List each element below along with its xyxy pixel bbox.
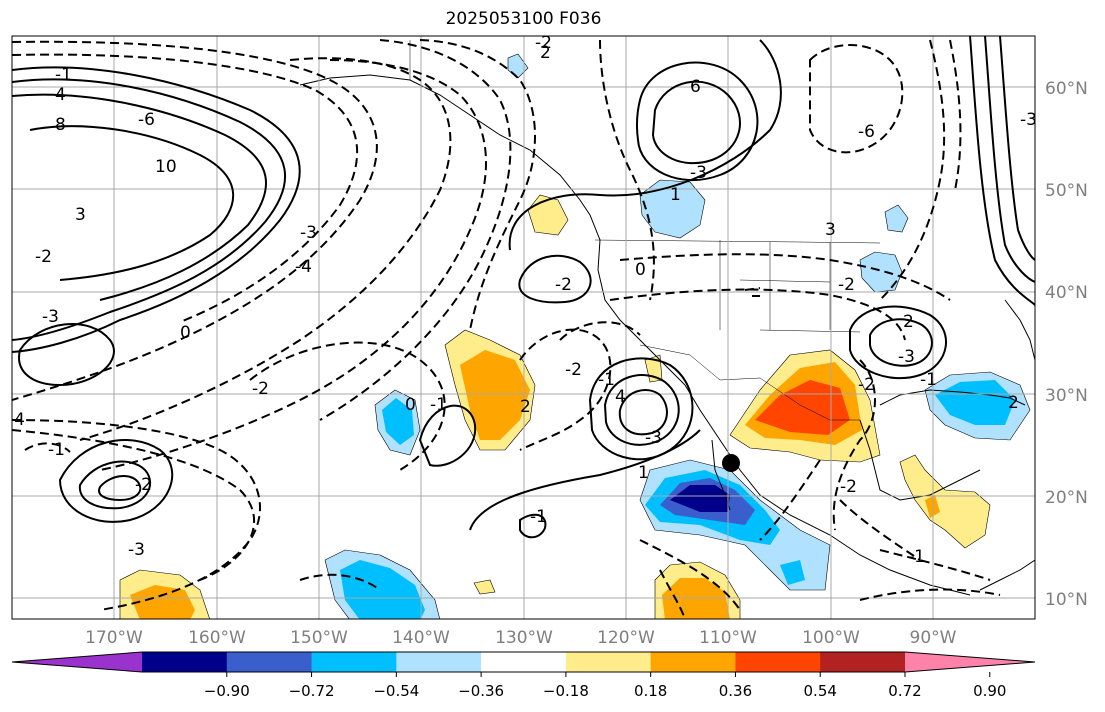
colorbar-tick-label: −0.36 xyxy=(458,682,504,700)
contour-label: 8 xyxy=(55,115,66,135)
contour-label: -6 xyxy=(858,122,875,142)
colorbar-extend-low xyxy=(12,652,142,672)
contour-label: 2 xyxy=(1008,393,1019,413)
lon-label: 150°W xyxy=(290,628,348,648)
negative-contours xyxy=(12,39,1001,619)
colorbar-segment xyxy=(820,652,906,672)
contour-label: 0 xyxy=(635,260,646,280)
contour-label: 2 xyxy=(520,397,531,417)
contour-label: -2 xyxy=(535,33,552,53)
colorbar-segment xyxy=(735,652,821,672)
colorbar-tick-label: 0.90 xyxy=(973,682,1006,700)
lat-label: 50°N xyxy=(1045,181,1088,201)
contour-label: -2 xyxy=(135,475,152,495)
contour-label: -2 xyxy=(858,375,875,395)
lon-label: 160°W xyxy=(188,628,246,648)
colorbar-segment xyxy=(565,652,652,672)
lat-label: 30°N xyxy=(1045,386,1088,406)
contour-label: -1 xyxy=(598,370,615,390)
contour-label: 0 xyxy=(180,323,191,343)
lat-label: 20°N xyxy=(1045,488,1088,508)
contour-label: -2 xyxy=(35,247,52,267)
contour-label: -3 xyxy=(645,428,662,448)
colorbar-segment xyxy=(396,652,482,672)
contour-label: -3 xyxy=(300,223,317,243)
contour-label: 10 xyxy=(155,157,177,177)
lon-label: 110°W xyxy=(699,628,757,648)
colorbar-tick-label: −0.54 xyxy=(373,682,419,700)
colorbar-tick-label: 0.72 xyxy=(888,682,921,700)
contour-label: 1 xyxy=(638,463,649,483)
station-dot xyxy=(722,454,740,472)
contour-label: 4 xyxy=(615,387,626,407)
lon-label: 100°W xyxy=(802,628,860,648)
contour-label: -4 xyxy=(8,410,25,430)
contour-label: -1 xyxy=(48,440,65,460)
longitude-labels: 170°W 160°W 150°W 140°W 130°W 120°W 110°… xyxy=(85,628,957,648)
lon-label: 120°W xyxy=(597,628,655,648)
lat-label: 10°N xyxy=(1045,590,1088,610)
contour-label: -3 xyxy=(42,307,59,327)
latitude-labels: 60°N 50°N 40°N 30°N 20°N 10°N xyxy=(1045,79,1088,610)
shaded-anomalies xyxy=(119,53,1031,619)
colorbar-extend-high xyxy=(905,652,1035,672)
colorbar: −0.90 −0.72 −0.54 −0.36 −0.18 0.18 0.36 0.54 0.7… xyxy=(11,651,1036,700)
colorbar-segment xyxy=(650,652,736,672)
contour-label: 6 xyxy=(690,77,701,97)
colorbar-segment xyxy=(142,652,228,672)
colorbar-outline xyxy=(11,651,1036,673)
contour-label: 1 xyxy=(670,185,681,205)
cold-anomaly-north xyxy=(639,179,706,239)
colorbar-segment xyxy=(481,652,567,672)
contour-labels: -2 2 6 -1 4 8 -6 10 3 -2 -4 -3 0 -2 -3 -… xyxy=(8,33,1037,567)
contour-label: -3 xyxy=(1020,110,1037,130)
contour-label: -6 xyxy=(138,110,155,130)
contour-label: -3 xyxy=(690,163,707,183)
lon-label: 170°W xyxy=(85,628,143,648)
lon-label: 140°W xyxy=(392,628,450,648)
contour-label: -1 xyxy=(920,370,937,390)
contour-label: -1 xyxy=(55,65,72,85)
lon-label: 130°W xyxy=(495,628,553,648)
colorbar-tick-label: 0.54 xyxy=(804,682,837,700)
warm-anomaly-north xyxy=(527,194,569,236)
contour-label: -3 xyxy=(128,540,145,560)
contour-label: 3 xyxy=(75,205,86,225)
contour-label: 2 xyxy=(540,43,551,63)
contour-label: -2 xyxy=(252,379,269,399)
contour-label: -2 xyxy=(565,360,582,380)
lon-label: 90°W xyxy=(910,628,957,648)
colorbar-tick-label: −0.90 xyxy=(204,682,250,700)
contour-label: -1 xyxy=(430,395,447,415)
lat-label: 60°N xyxy=(1045,79,1088,99)
contour-label: 2 xyxy=(903,312,914,332)
coastlines xyxy=(299,74,1035,596)
plot-title: 2025053100 F036 xyxy=(445,9,602,29)
contour-label: -2 xyxy=(840,477,857,497)
contour-label: -4 xyxy=(295,257,312,277)
borders xyxy=(409,40,881,421)
colorbar-segment xyxy=(311,652,397,672)
colorbar-tick-label: 0.18 xyxy=(634,682,667,700)
contour-label: -2 xyxy=(555,275,572,295)
contour-label: -3 xyxy=(898,347,915,367)
positive-contours xyxy=(12,36,1035,539)
colorbar-tick-label: −0.18 xyxy=(543,682,589,700)
contour-label: -1 xyxy=(908,547,925,567)
contour-label: 0 xyxy=(405,395,416,415)
contour-label: -1 xyxy=(530,507,547,527)
contour-label: 4 xyxy=(55,85,66,105)
contour-label: -2 xyxy=(838,275,855,295)
map-plot-area: -2 2 6 -1 4 8 -6 10 3 -2 -4 -3 0 -2 -3 -… xyxy=(8,33,1037,619)
map-frame xyxy=(11,35,1036,620)
contour-label: 3 xyxy=(825,220,836,240)
lat-label: 40°N xyxy=(1045,283,1088,303)
colorbar-tick-label: −0.72 xyxy=(289,682,335,700)
colorbar-tick-label: 0.36 xyxy=(719,682,752,700)
colorbar-segment xyxy=(226,652,313,672)
